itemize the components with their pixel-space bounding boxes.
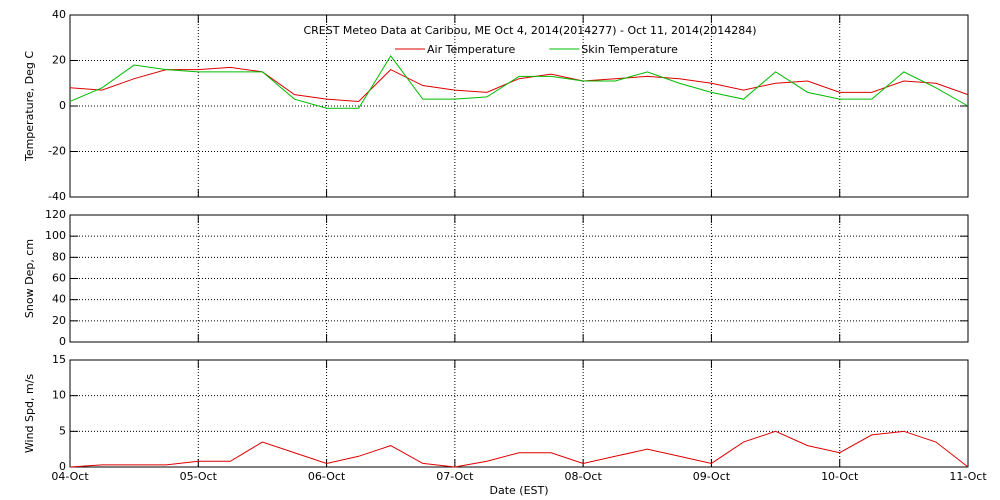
y-axis-label: Wind Spd, m/s [23, 374, 36, 454]
y-tick-label: 0 [59, 99, 66, 112]
y-tick-label: 15 [52, 353, 66, 366]
x-tick-label: 04-Oct [51, 470, 89, 483]
y-tick-label: 5 [59, 424, 66, 437]
plot-frame [69, 359, 969, 468]
x-tick-label: 05-Oct [180, 470, 218, 483]
plot-frame [69, 214, 969, 343]
chart-title: CREST Meteo Data at Caribou, ME Oct 4, 2… [303, 24, 756, 37]
y-tick-label: -20 [48, 145, 66, 158]
legend-label: Air Temperature [427, 43, 516, 56]
y-axis-label: Snow Dep, cm [23, 239, 36, 318]
x-tick-label: 08-Oct [564, 470, 602, 483]
y-tick-label: -40 [48, 190, 66, 203]
data-line [69, 430, 969, 468]
plot-frame [69, 14, 969, 198]
y-tick-label: 10 [52, 389, 66, 402]
data-line [69, 66, 969, 102]
y-tick-label: 60 [52, 272, 66, 285]
y-tick-label: 40 [52, 8, 66, 21]
y-axis-label: Temperature, Deg C [23, 51, 36, 162]
x-tick-label: 07-Oct [436, 470, 474, 483]
x-tick-label: 11-Oct [949, 470, 987, 483]
x-tick-label: 10-Oct [821, 470, 859, 483]
legend-label: Skin Temperature [581, 43, 678, 56]
x-tick-label: 06-Oct [308, 470, 346, 483]
x-axis-label: Date (EST) [489, 484, 548, 497]
y-tick-label: 0 [59, 335, 66, 348]
y-tick-label: 40 [52, 293, 66, 306]
y-tick-label: 20 [52, 314, 66, 327]
x-tick-label: 09-Oct [693, 470, 731, 483]
data-line [69, 55, 969, 109]
y-tick-label: 20 [52, 54, 66, 67]
y-tick-label: 80 [52, 250, 66, 263]
y-tick-label: 100 [45, 229, 66, 242]
y-tick-label: 0 [59, 460, 66, 473]
y-tick-label: 120 [45, 208, 66, 221]
